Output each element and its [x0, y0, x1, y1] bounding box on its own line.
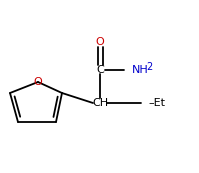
Text: NH: NH	[132, 65, 149, 75]
Text: C: C	[96, 65, 104, 75]
Text: CH: CH	[92, 98, 108, 108]
Text: 2: 2	[146, 62, 152, 72]
Text: O: O	[34, 77, 42, 87]
Text: –Et: –Et	[148, 98, 165, 108]
Text: O: O	[96, 37, 104, 47]
